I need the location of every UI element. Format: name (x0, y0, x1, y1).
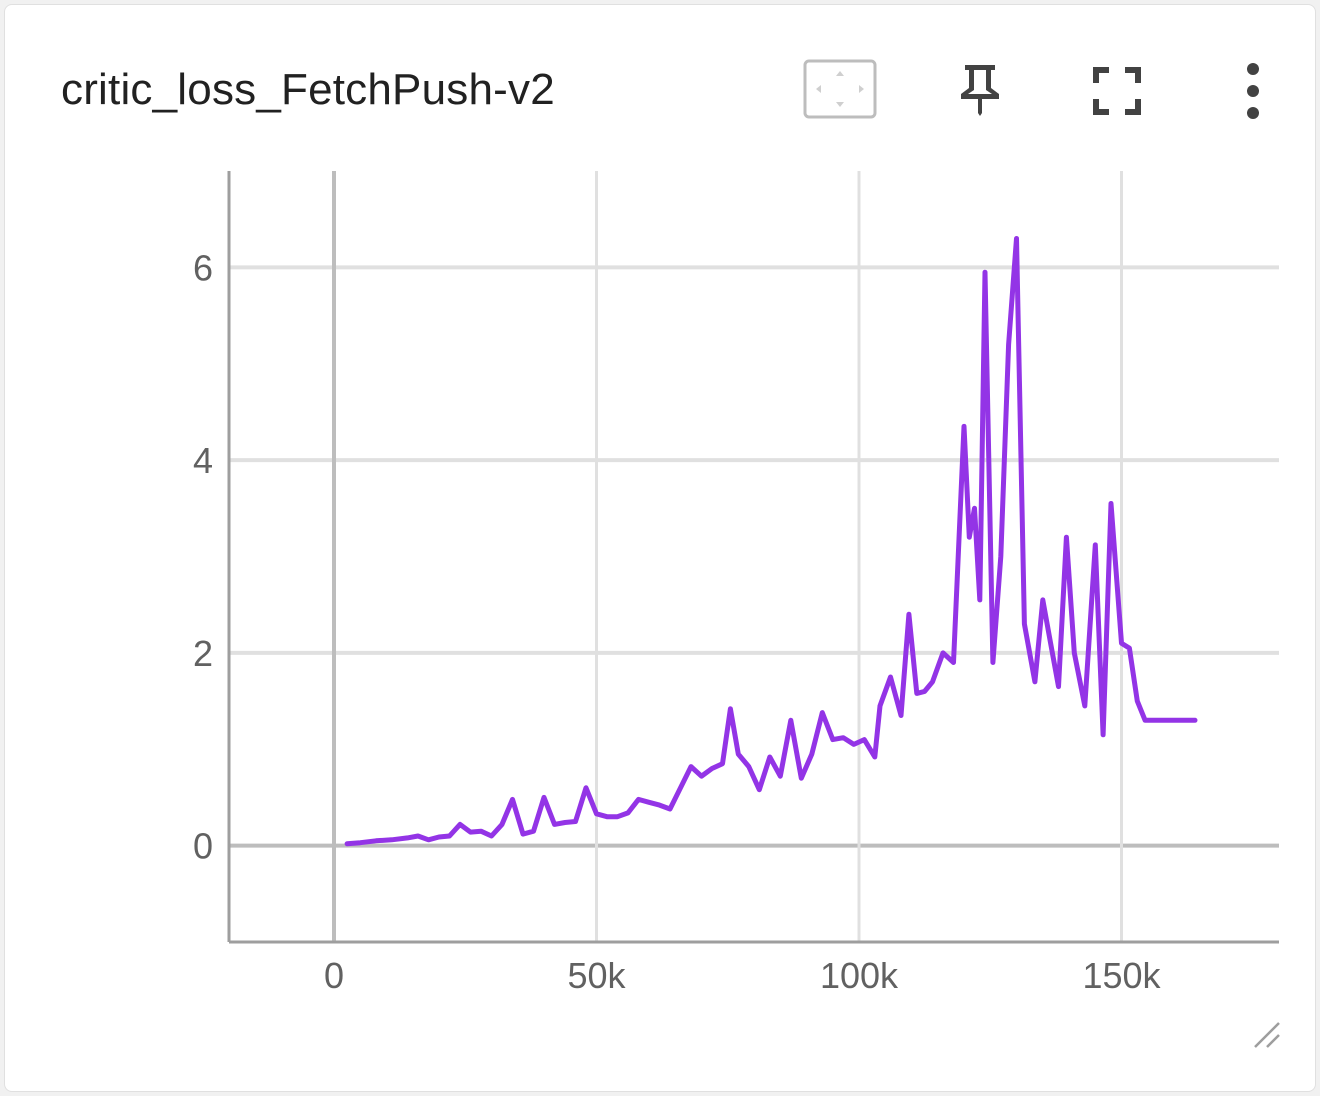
x-tick-label: 0 (324, 955, 344, 996)
line-chart: 0 2 4 6 0 50k 100k 150k (193, 171, 1279, 996)
y-tick-label: 6 (193, 247, 213, 288)
scalar-card: critic_loss_FetchPush-v2 0 2 4 6 0 50k 100k 150… (4, 4, 1316, 1092)
y-tick-label: 4 (193, 440, 213, 481)
series-line (344, 236, 1198, 847)
fullscreen-icon (1093, 67, 1141, 115)
pin-button[interactable] (951, 57, 1009, 121)
x-tick-label: 100k (820, 955, 899, 996)
pin-icon (961, 65, 999, 116)
resize-handle-icon[interactable] (1251, 1019, 1281, 1049)
more-vert-icon (1247, 63, 1259, 119)
fit-domain-icon (803, 59, 877, 119)
fullscreen-button[interactable] (1085, 59, 1149, 123)
card-title: critic_loss_FetchPush-v2 (61, 65, 555, 114)
more-options-button[interactable] (1231, 55, 1275, 127)
x-tick-label: 150k (1082, 955, 1161, 996)
fit-domain-button[interactable] (801, 57, 879, 121)
x-tick-label: 50k (567, 955, 626, 996)
y-tick-label: 2 (193, 633, 213, 674)
y-tick-label: 0 (193, 826, 213, 867)
